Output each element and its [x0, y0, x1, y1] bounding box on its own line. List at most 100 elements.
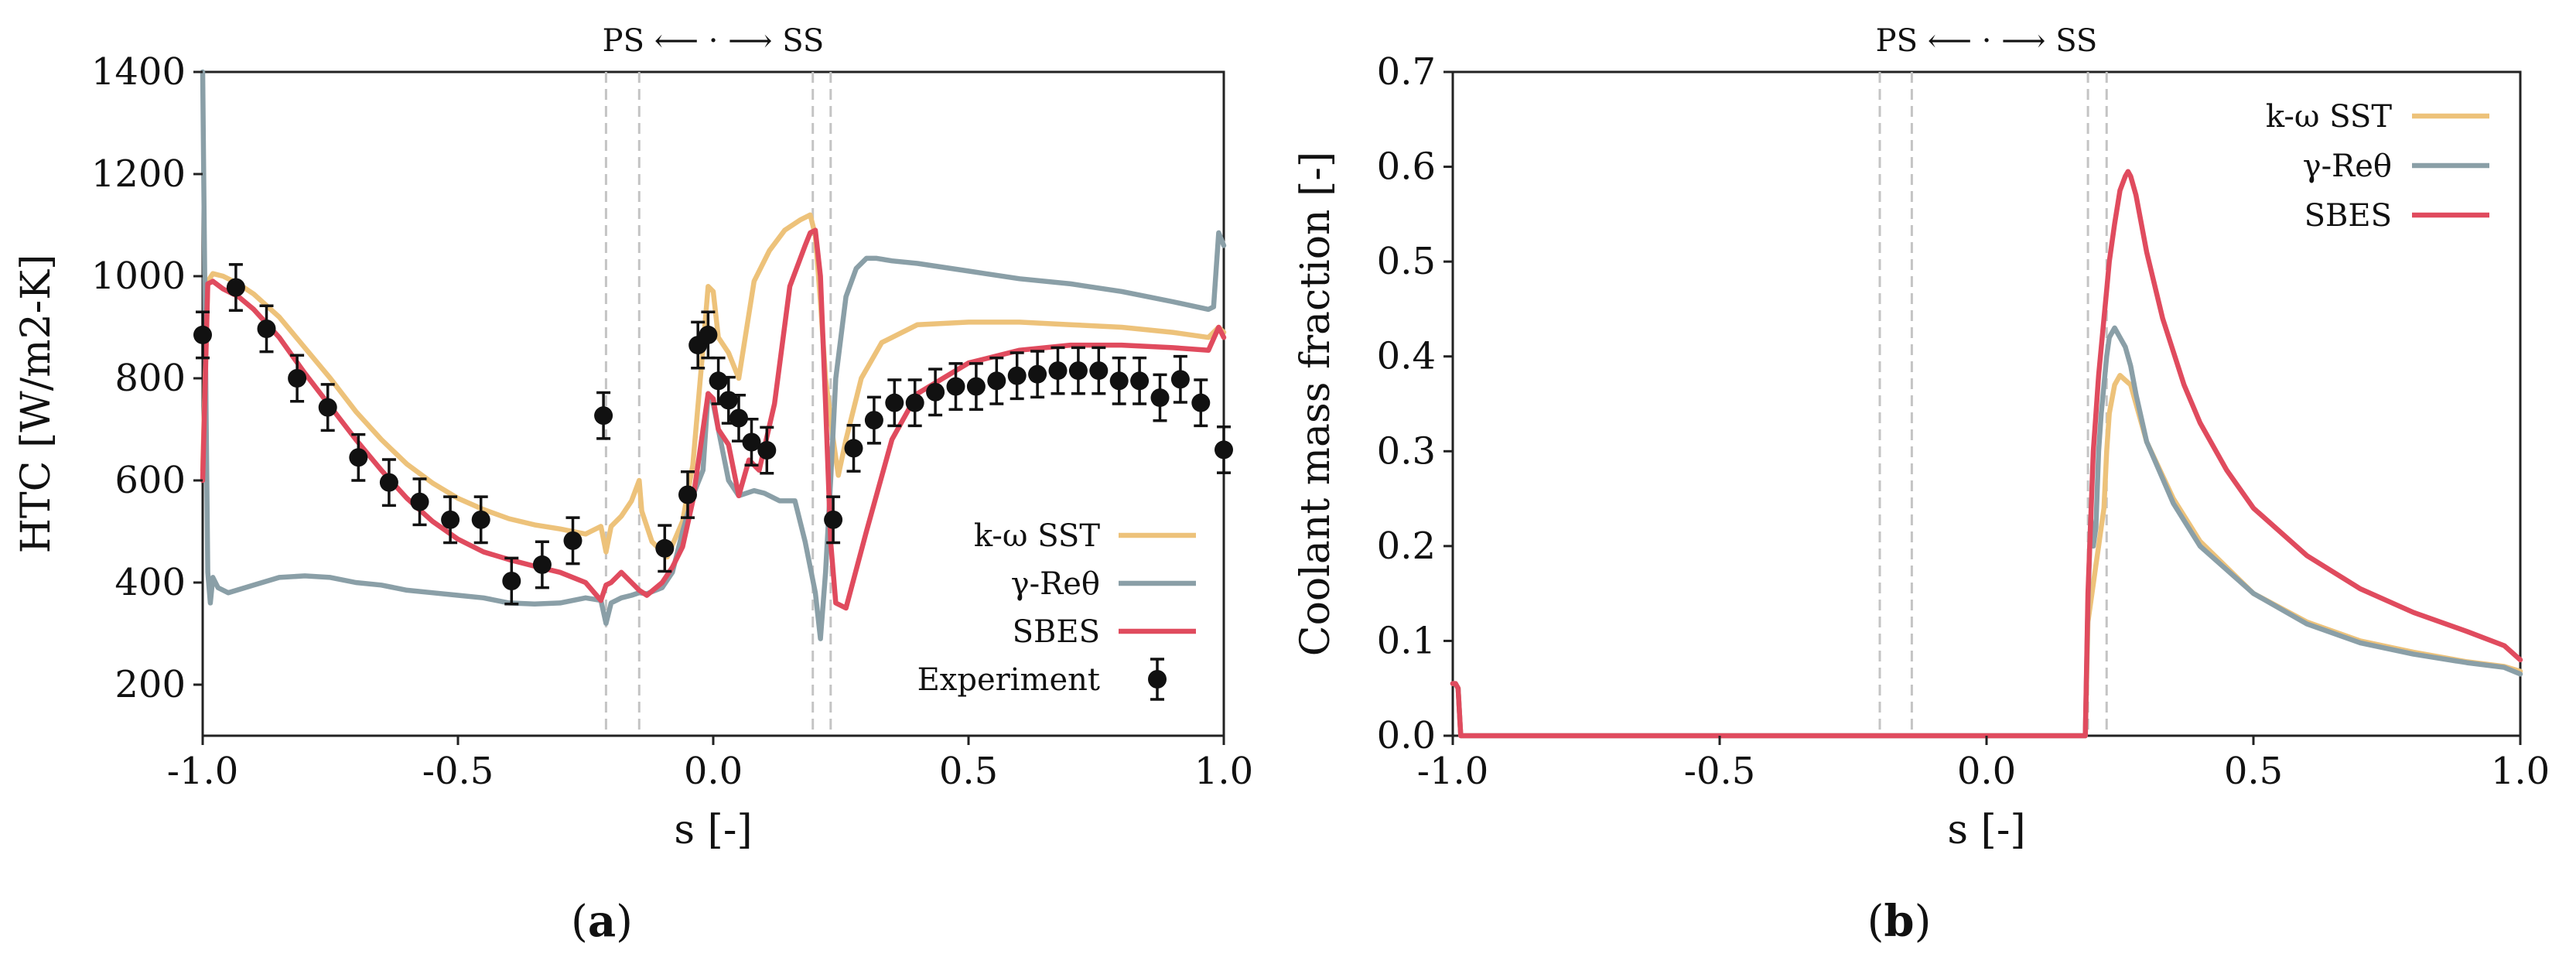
experiment-point-10 — [502, 556, 521, 606]
experiment-marker-9 — [471, 510, 490, 529]
b-legend-label-0: k-ω SST — [2266, 99, 2392, 135]
a-ytick-label-4: 1000 — [91, 255, 186, 298]
a-ytick-label-3: 800 — [114, 357, 186, 400]
experiment-point-11 — [532, 540, 552, 590]
experiment-point-12 — [563, 516, 583, 566]
experiment-marker-10 — [502, 572, 521, 591]
panel-a-htc-chart: -1.0 -0.5 0.0 0.5 1.0 200 400 600 800 1000 1200 14… — [13, 23, 1253, 947]
experiment-point-3 — [288, 354, 307, 403]
experiment-marker-37 — [1109, 371, 1129, 391]
experiment-marker-0 — [193, 325, 212, 344]
b-xtick-label-0: -1.0 — [1417, 750, 1489, 793]
panel-a-legend: k-ω SST γ-Reθ SBES Experiment — [917, 518, 1196, 701]
experiment-marker-25 — [864, 411, 883, 430]
a-xtick-label-2: 0.0 — [684, 750, 743, 793]
experiment-marker-15 — [678, 485, 697, 504]
experiment-marker-31 — [987, 371, 1006, 391]
experiment-marker-4 — [318, 398, 337, 417]
experiment-point-2 — [257, 304, 276, 354]
experiment-marker-18 — [709, 371, 728, 391]
experiment-point-22 — [757, 425, 777, 475]
experiment-marker-7 — [410, 492, 429, 511]
experiment-point-37 — [1109, 356, 1129, 405]
a-ytick-label-2: 600 — [114, 459, 186, 502]
panel-b-label: (b) — [1867, 896, 1932, 947]
experiment-point-26 — [885, 378, 904, 428]
a-xtick-label-1: -0.5 — [422, 750, 494, 793]
b-ytick-label-6: 0.6 — [1377, 145, 1436, 189]
experiment-marker-21 — [742, 432, 761, 452]
experiment-marker-12 — [563, 531, 583, 550]
b-xtick-label-4: 1.0 — [2491, 750, 2550, 793]
b-series-line-1 — [1450, 325, 2523, 739]
experiment-point-31 — [987, 356, 1006, 405]
a-legend-marker — [1148, 670, 1167, 689]
experiment-marker-27 — [905, 393, 924, 412]
experiment-marker-34 — [1048, 361, 1068, 381]
a-ytick-label-6: 1400 — [91, 50, 186, 94]
experiment-marker-29 — [946, 377, 965, 396]
experiment-point-23 — [824, 495, 843, 545]
b-legend-label-1: γ-Reθ — [2303, 149, 2392, 184]
experiment-point-6 — [379, 458, 398, 508]
a-legend-label-2: SBES — [1013, 614, 1100, 650]
experiment-point-28 — [926, 367, 945, 417]
experiment-marker-13 — [594, 406, 613, 425]
experiment-point-8 — [441, 495, 460, 545]
b-ytick-label-0: 0.0 — [1377, 714, 1436, 757]
a-legend-label-1: γ-Reθ — [1011, 566, 1100, 602]
experiment-marker-14 — [655, 538, 675, 558]
a-xtick-label-3: 0.5 — [939, 750, 998, 793]
b-xtick-label-3: 0.5 — [2224, 750, 2283, 793]
experiment-marker-23 — [824, 510, 843, 529]
panel-b-coolant-chart: -1.0 -0.5 0.0 0.5 1.0 0.00.10.20.30.40.50.60… — [1293, 23, 2550, 947]
experiment-marker-36 — [1089, 361, 1109, 381]
panel-a-ps-ss-annotation: PS ⟵ · ⟶ SS — [603, 23, 825, 59]
experiment-marker-35 — [1068, 361, 1088, 381]
b-ytick-label-1: 0.1 — [1377, 619, 1436, 662]
a-xtick-label-4: 1.0 — [1194, 750, 1253, 793]
experiment-marker-24 — [844, 439, 863, 458]
experiment-marker-30 — [966, 377, 986, 396]
experiment-marker-5 — [349, 448, 368, 467]
b-series-line-2 — [1450, 169, 2523, 739]
b-ytick-label-3: 0.3 — [1377, 429, 1436, 473]
experiment-point-25 — [864, 395, 883, 445]
experiment-marker-17 — [699, 325, 718, 344]
a-ytick-label-5: 1200 — [91, 152, 186, 196]
experiment-point-1 — [226, 263, 245, 312]
panel-b-y-axis: 0.0 0.1 0.2 0.3 0.4 0.5 0.6 0.7 — [1377, 50, 1453, 757]
a-ytick-label-1: 400 — [114, 561, 186, 604]
panel-b-series-lines — [1450, 169, 2523, 739]
panel-a-y-axis-label: HTC [W/m2-K] — [13, 255, 60, 554]
experiment-point-7 — [410, 477, 429, 527]
experiment-marker-20 — [729, 408, 748, 428]
b-series-line-0 — [1450, 372, 2523, 739]
experiment-point-34 — [1048, 346, 1068, 395]
experiment-point-24 — [844, 423, 863, 473]
experiment-point-39 — [1150, 373, 1170, 422]
panel-a-label: (a) — [571, 896, 633, 947]
experiment-point-27 — [905, 378, 924, 428]
experiment-point-41 — [1191, 378, 1211, 428]
experiment-marker-1 — [226, 278, 245, 297]
experiment-marker-3 — [288, 369, 307, 388]
experiment-point-14 — [655, 524, 675, 573]
a-ytick-label-0: 200 — [114, 663, 186, 706]
panel-b-x-axis: -1.0 -0.5 0.0 0.5 1.0 — [1417, 736, 2550, 793]
experiment-point-21 — [742, 418, 761, 466]
panel-a-experiment-points — [193, 263, 1233, 606]
panel-b-ps-ss-annotation: PS ⟵ · ⟶ SS — [1876, 23, 2098, 59]
experiment-marker-11 — [532, 555, 552, 574]
experiment-point-13 — [594, 391, 613, 440]
experiment-point-32 — [1007, 351, 1027, 401]
a-legend-label-3: Experiment — [917, 662, 1100, 698]
b-legend-label-2: SBES — [2304, 198, 2392, 234]
panel-a-x-axis: -1.0 -0.5 0.0 0.5 1.0 — [167, 736, 1253, 793]
experiment-point-40 — [1170, 354, 1190, 404]
experiment-point-4 — [318, 383, 337, 432]
experiment-point-15 — [678, 470, 697, 519]
experiment-marker-33 — [1028, 364, 1047, 384]
b-ytick-label-4: 0.4 — [1377, 335, 1436, 378]
